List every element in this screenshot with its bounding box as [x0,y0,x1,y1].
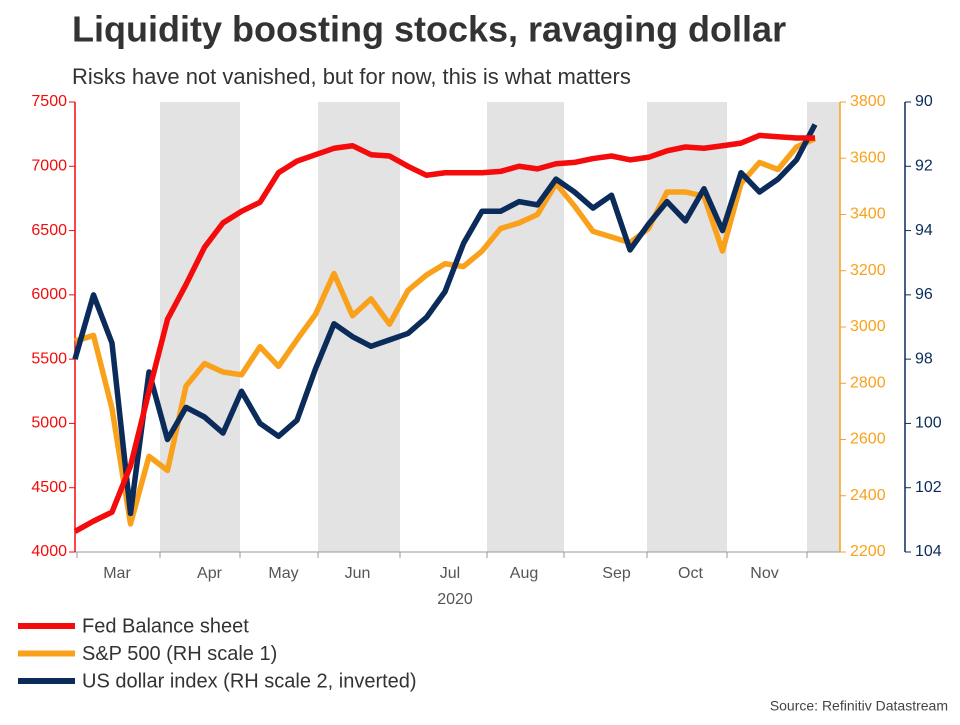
series-line [72,123,818,517]
y-tick-label: 96 [915,286,933,303]
series-line [73,132,815,534]
y-tick-label: 4500 [31,479,67,496]
legend-label: US dollar index (RH scale 2, inverted) [82,670,417,692]
x-tick-label: May [268,565,298,582]
month-ticks [76,552,808,558]
shade-band [647,102,727,552]
x-tick-label: Aug [510,565,538,582]
y-tick-label: 90 [915,93,933,110]
y-tick-label: 4000 [31,543,67,560]
y-tick-label: 5500 [31,350,67,367]
y-tick-label: 98 [915,350,933,367]
x-tick-label: Mar [103,565,131,582]
y-tick-label: 6500 [31,222,67,239]
shade-band [487,102,564,552]
x-tick-label: Nov [750,565,778,582]
y-tick-label: 3800 [850,93,886,110]
y-tick-label: 3400 [850,206,886,223]
y-tick-label: 3600 [850,149,886,166]
legend-label: S&P 500 (RH scale 1) [82,643,277,665]
x-tick-label: Jun [345,565,371,582]
y-tick-label: 100 [915,415,942,432]
y-tick-label: 104 [915,543,942,560]
y-tick-label: 2800 [850,374,886,391]
y-tick-label: 7000 [31,158,67,175]
y-tick-label: 6000 [31,286,67,303]
x-tick-label: Jul [440,565,460,582]
y-tick-label: 2400 [850,487,886,504]
y-tick-label: 5000 [31,415,67,432]
y-tick-label: 7500 [31,93,67,110]
y-tick-label: 92 [915,158,933,175]
shade-band [807,102,840,552]
x-tick-label: Oct [678,565,703,582]
source: Source: Refinitiv Datastream [770,698,948,714]
y-tick-label: 3000 [850,318,886,335]
y-tick-label: 2600 [850,431,886,448]
y-tick-label: 102 [915,479,942,496]
legend-label: Fed Balance sheet [82,615,249,637]
x-tick-label: Apr [197,565,223,582]
y-tick-label: 94 [915,222,933,239]
y-tick-label: 2200 [850,543,886,560]
shade-band [160,102,240,552]
series-line [74,136,817,527]
chart-subtitle: Risks have not vanished, but for now, th… [72,64,631,89]
x-axis-label: 2020 [437,591,473,608]
y-tick-label: 3200 [850,262,886,279]
x-tick-label: Sep [602,565,631,582]
chart-title: Liquidity boosting stocks, ravaging doll… [72,9,786,50]
